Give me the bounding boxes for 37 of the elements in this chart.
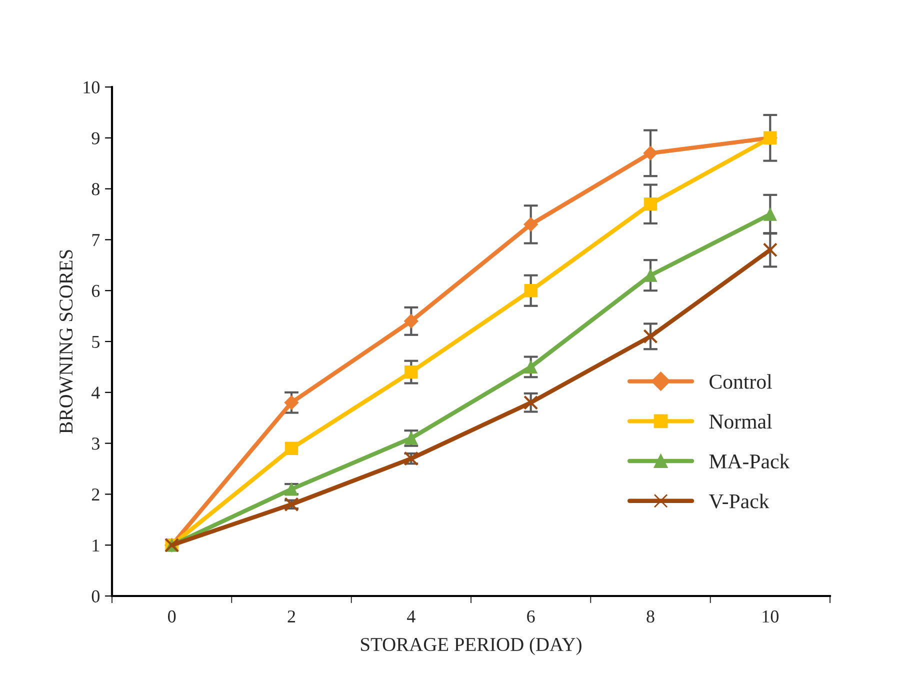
x-tick-label: 10 <box>762 610 779 623</box>
point <box>764 208 777 221</box>
point <box>524 217 538 232</box>
point <box>644 197 658 211</box>
legend-label: Control <box>710 374 772 389</box>
point <box>643 329 658 344</box>
point <box>762 242 778 258</box>
legend-label: V-Pack <box>708 494 770 508</box>
y-tick-label: 4 <box>92 386 100 399</box>
y-tick-label: 6 <box>92 284 100 298</box>
y-tick-label: 2 <box>92 488 100 500</box>
y-tick-label: 7 <box>92 234 100 246</box>
x-tick-label: 2 <box>288 610 296 622</box>
y-tick-label: 5 <box>92 336 100 348</box>
point <box>404 365 418 379</box>
y-tick-label: 8 <box>92 183 100 196</box>
x-tick-label: 0 <box>168 610 176 623</box>
point <box>524 395 538 410</box>
point <box>644 268 658 282</box>
x-tick-label: 4 <box>407 610 416 622</box>
point <box>404 314 418 328</box>
legend-label: Normal <box>709 414 772 429</box>
x-axis-title: STORAGE PERIOD (DAY) <box>361 637 582 656</box>
x-tick-label: 6 <box>527 610 535 623</box>
y-tick-label: 9 <box>92 132 100 144</box>
point <box>524 360 538 374</box>
legend-label: MA-Pack <box>709 454 790 469</box>
point <box>524 284 538 298</box>
y-tick-label: 3 <box>92 438 100 450</box>
y-tick-label: 1 <box>92 539 100 552</box>
y-tick-label: 10 <box>84 81 100 94</box>
point <box>284 395 299 410</box>
y-tick-label: 0 <box>92 590 100 602</box>
point <box>284 442 298 455</box>
y-axis-title: BROWNING SCORES <box>60 250 73 434</box>
x-tick-label: 8 <box>646 610 654 623</box>
point <box>643 146 658 160</box>
